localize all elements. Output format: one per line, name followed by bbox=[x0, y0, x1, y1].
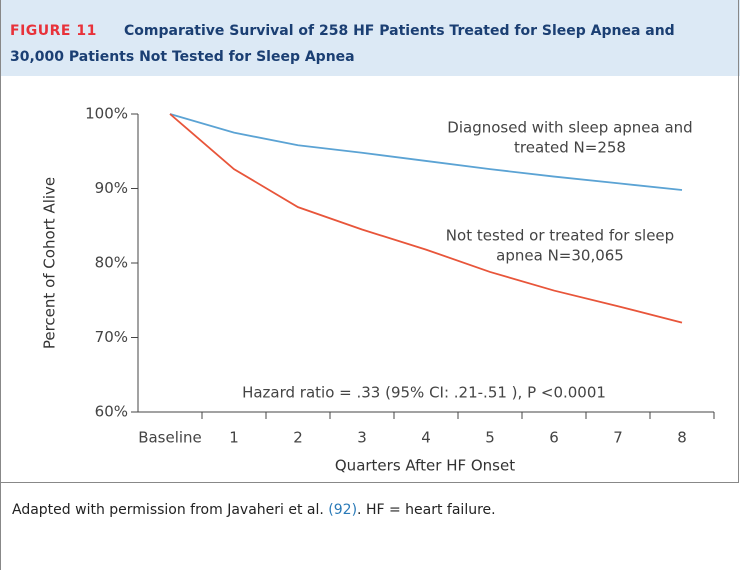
x-tick-label: 4 bbox=[421, 429, 431, 447]
x-axis-title: Quarters After HF Onset bbox=[335, 457, 515, 475]
y-tick-label: 90% bbox=[95, 179, 128, 197]
caption-text: Adapted with permission from Javaheri et… bbox=[12, 502, 328, 518]
y-tick-label: 70% bbox=[95, 328, 128, 346]
annotation: Diagnosed with sleep apnea and bbox=[447, 119, 692, 137]
caption: Adapted with permission from Javaheri et… bbox=[12, 502, 496, 518]
x-tick-label: 2 bbox=[293, 429, 303, 447]
x-tick-label: Baseline bbox=[138, 429, 202, 447]
x-tick-label: 3 bbox=[357, 429, 367, 447]
figure-title: 30,000 Patients Not Tested for Sleep Apn… bbox=[10, 49, 355, 65]
y-tick-label: 80% bbox=[95, 254, 128, 272]
series-line bbox=[169, 113, 683, 191]
series-line bbox=[169, 113, 683, 324]
y-tick-label: 60% bbox=[95, 403, 128, 421]
x-tick-label: 5 bbox=[485, 429, 495, 447]
figure-title: Comparative Survival of 258 HF Patients … bbox=[124, 23, 675, 39]
x-tick-label: 1 bbox=[229, 429, 239, 447]
annotation: Not tested or treated for sleep bbox=[446, 227, 674, 245]
x-tick-label: 7 bbox=[613, 429, 623, 447]
y-axis-title: Percent of Cohort Alive bbox=[41, 177, 59, 349]
header-background bbox=[0, 0, 740, 76]
caption-reference[interactable]: (92) bbox=[328, 502, 357, 518]
x-tick-label: 8 bbox=[677, 429, 687, 447]
annotation: treated N=258 bbox=[514, 139, 626, 157]
figure-label: FIGURE 11 bbox=[10, 23, 97, 39]
x-tick-label: 6 bbox=[549, 429, 559, 447]
y-tick-label: 100% bbox=[85, 105, 128, 123]
caption-text: . HF = heart failure. bbox=[357, 502, 496, 518]
annotation: apnea N=30,065 bbox=[496, 247, 624, 265]
annotation: Hazard ratio = .33 (95% CI: .21-.51 ), P… bbox=[242, 384, 606, 402]
